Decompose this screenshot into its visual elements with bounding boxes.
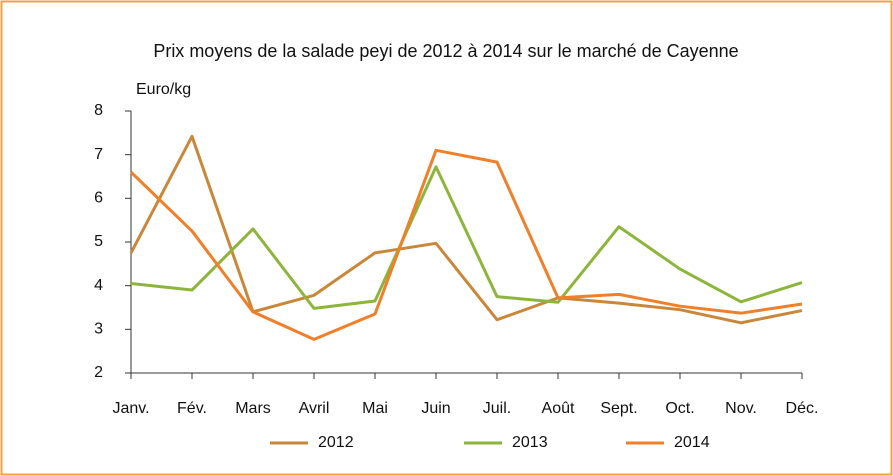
x-tick-label: Sept.: [600, 400, 637, 417]
y-tick-label: 5: [94, 233, 103, 250]
x-tick-label: Mars: [235, 400, 271, 417]
y-tick-label: 2: [94, 364, 103, 381]
x-tick-label: Avril: [299, 400, 330, 417]
y-tick-label: 3: [94, 321, 103, 338]
y-tick-label: 6: [94, 190, 103, 207]
y-axis-label: Euro/kg: [136, 81, 191, 98]
x-tick-label: Juil.: [483, 400, 511, 417]
line-series: [129, 148, 803, 341]
x-tick-label: Nov.: [725, 400, 757, 417]
x-tick-label: Oct.: [665, 400, 694, 417]
x-tick-label: Déc.: [786, 400, 819, 417]
y-tick-label: 8: [94, 102, 103, 119]
legend-label: 2012: [318, 434, 354, 451]
line-series: [129, 134, 803, 325]
chart-title: Prix moyens de la salade peyi de 2012 à …: [153, 41, 738, 61]
line-series: [130, 165, 803, 310]
y-tick-label: 7: [94, 146, 103, 163]
x-tick-label: Fév.: [177, 400, 207, 417]
x-tick-label: Janv.: [112, 400, 149, 417]
legend-label: 2013: [512, 434, 548, 451]
x-tick-label: Mai: [362, 400, 388, 417]
x-tick-label: Août: [542, 400, 575, 417]
legend-label: 2014: [674, 434, 710, 451]
y-tick-label: 4: [94, 277, 103, 294]
x-tick-label: Juin: [421, 400, 450, 417]
